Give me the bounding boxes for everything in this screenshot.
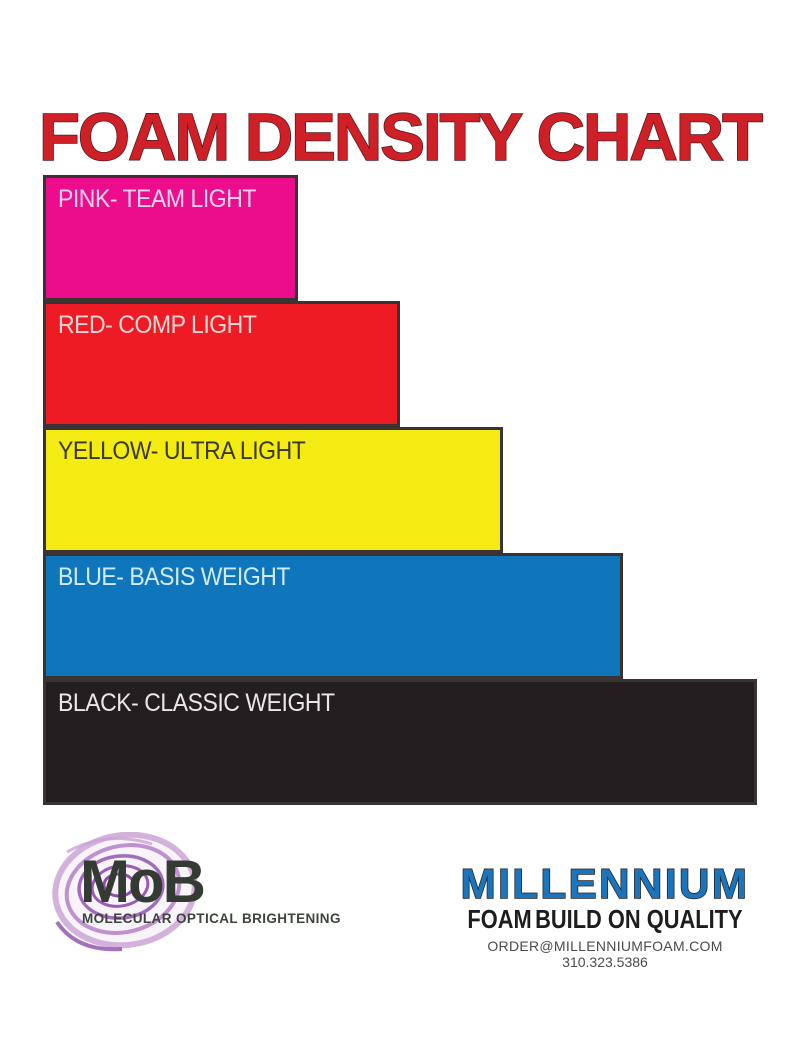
density-bar-red: RED- COMP LIGHT	[43, 301, 400, 427]
density-bar-blue: BLUE- BASIS WEIGHT	[43, 553, 623, 679]
tagline-foam: FOAM	[467, 904, 532, 934]
bar-label: YELLOW- ULTRA LIGHT	[58, 437, 306, 465]
mob-logo: MoB MOLECULAR OPTICAL BRIGHTENING	[45, 830, 375, 995]
millennium-logo-text: MILLENNIUM	[460, 860, 750, 907]
density-bar-chart: PINK- TEAM LIGHT RED- COMP LIGHT YELLOW-…	[43, 175, 757, 805]
bar-label: RED- COMP LIGHT	[58, 311, 257, 339]
tagline-build-on-quality: BUILD ON QUALITY	[535, 904, 743, 934]
millennium-tagline: FOAM BUILD ON QUALITY	[467, 904, 743, 934]
mob-swirl-icon	[52, 832, 197, 952]
page-title: FOAM DENSITY CHART	[38, 99, 764, 175]
bar-label: BLUE- BASIS WEIGHT	[58, 563, 290, 591]
order-email: ORDER@MILLENNIUMFOAM.COM	[487, 938, 723, 954]
mob-logo-text: MoB	[80, 848, 206, 915]
mob-tagline: MOLECULAR OPTICAL BRIGHTENING	[82, 911, 341, 926]
bar-label: BLACK- CLASSIC WEIGHT	[58, 689, 335, 717]
millennium-logo: MILLENNIUM FOAM BUILD ON QUALITY ORDER@M…	[445, 860, 765, 971]
density-bar-pink: PINK- TEAM LIGHT	[43, 175, 298, 301]
density-bar-black: BLACK- CLASSIC WEIGHT	[43, 679, 757, 805]
phone-number: 310.323.5386	[562, 954, 648, 970]
bar-label: PINK- TEAM LIGHT	[58, 185, 256, 213]
density-bar-yellow: YELLOW- ULTRA LIGHT	[43, 427, 503, 553]
